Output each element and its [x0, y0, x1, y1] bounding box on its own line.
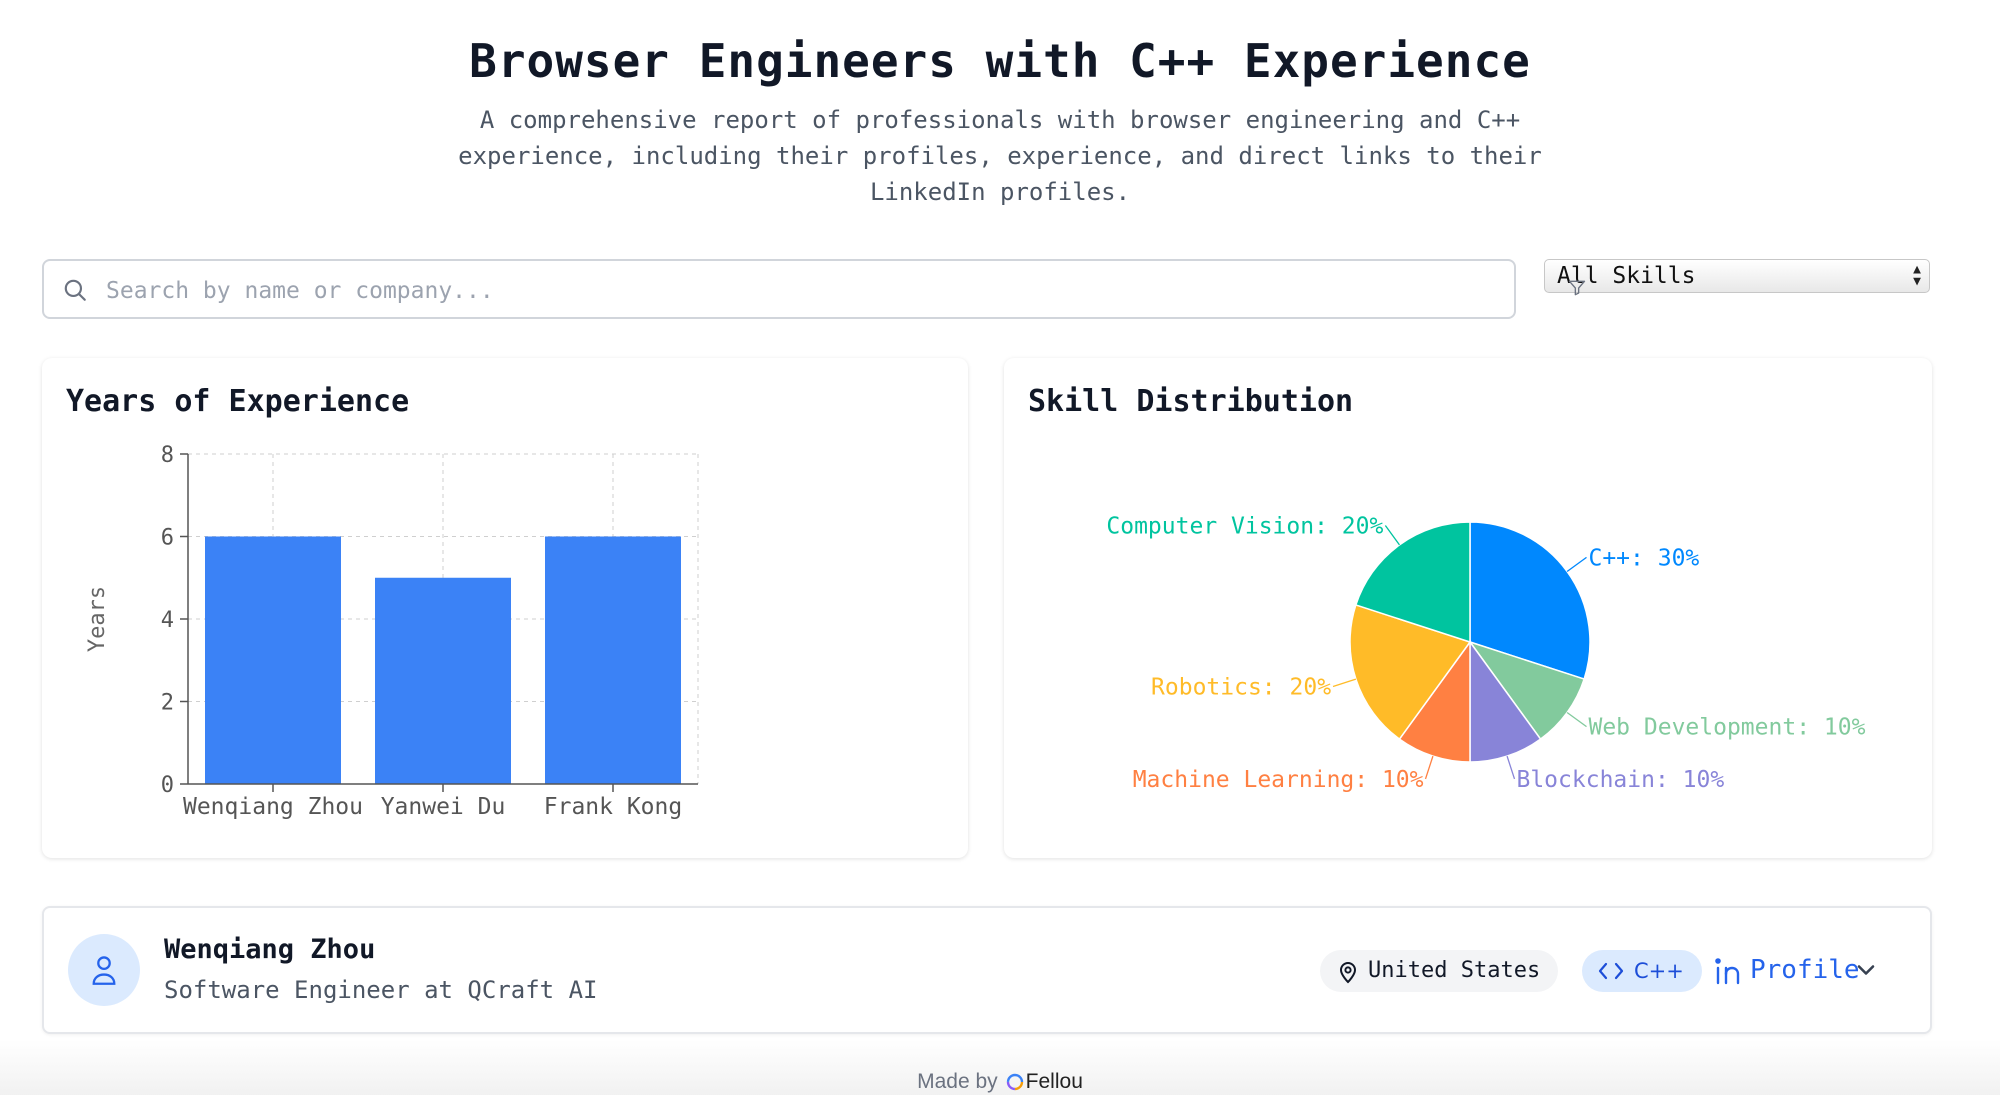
- pie-slice-machine-learning[interactable]: [1398, 639, 1471, 763]
- x-tick-label: Wenqiang Zhou: [183, 794, 363, 820]
- pie-leader-c-: [1566, 556, 1587, 572]
- x-tick-label: Yanwei Du: [381, 794, 506, 820]
- pie-slice-blockchain[interactable]: [1469, 639, 1542, 763]
- person-name: Wenqiang Zhou: [164, 934, 376, 965]
- pie-leader-robotics: [1332, 678, 1357, 688]
- experience-chart-title: Years of Experience: [66, 384, 410, 419]
- pie-slice-c-[interactable]: [1469, 521, 1591, 681]
- page-description: A comprehensive report of professionals …: [458, 106, 1542, 206]
- skill-pie-chart: C++: 30% Web Development: 10% Blockchain: …: [1106, 514, 1865, 793]
- y-tick-label: 8: [161, 443, 174, 468]
- bar-wenqiang-zhou[interactable]: [205, 536, 341, 785]
- linkedin-icon: [1715, 958, 1740, 985]
- fellou-brand: Fellou: [1025, 1070, 1083, 1093]
- y-axis-label: Years: [85, 586, 110, 652]
- pie-slice-web-development[interactable]: [1468, 640, 1586, 741]
- person-role: Software Engineer at QCraft AI: [164, 976, 598, 1004]
- y-tick-label: 4: [161, 608, 174, 633]
- skill-filter-select[interactable]: All Skills ▲ ▼: [1544, 259, 1930, 296]
- user-icon: [92, 956, 116, 985]
- made-by-footer[interactable]: Made by Fellou: [0, 1070, 2000, 1094]
- made-by-label: Made by: [917, 1070, 998, 1093]
- skill-badge: C++: [1582, 950, 1702, 992]
- experience-bar-chart: 0 2 4 6 8 Wenqiang Zhou Yanwei Du Frank Kong Yea…: [85, 443, 699, 820]
- report-header: Browser Engineers with C++ Experience A …: [0, 0, 2000, 210]
- linkedin-profile-link[interactable]: Profile: [1714, 948, 1860, 992]
- pie-label-c-: C++: 30%: [1588, 545, 1699, 571]
- skill-badge-text: C++: [1634, 959, 1684, 983]
- person-card[interactable]: Wenqiang Zhou Software Engineer at QCraf…: [42, 906, 1932, 1034]
- page-title: Browser Engineers with C++ Experience: [469, 34, 1531, 88]
- pie-label-computer-vision: Computer Vision: 20%: [1106, 514, 1383, 540]
- pie-leader-machine-learning: [1424, 755, 1434, 780]
- fellou-logo-icon: [1006, 1073, 1023, 1091]
- location-badge: United States: [1320, 950, 1559, 992]
- bar-yanwei-du[interactable]: [375, 577, 511, 784]
- y-tick-label: 6: [161, 526, 174, 551]
- x-tick-label: Frank Kong: [544, 794, 682, 820]
- skill-chart-title: Skill Distribution: [1028, 384, 1354, 419]
- pie-label-blockchain: Blockchain: 10%: [1516, 767, 1724, 793]
- pie-leader-computer-vision: [1384, 525, 1400, 546]
- y-tick-label: 2: [161, 691, 174, 716]
- skill-chart-card: Skill Distribution C++: 30% Web Developme…: [1004, 358, 1932, 858]
- pie-slice-computer-vision[interactable]: [1354, 521, 1471, 644]
- chevron-down-icon[interactable]: [1852, 956, 1880, 984]
- controls-bar: All Skills ▲▼: [42, 259, 1932, 323]
- pie-label-robotics: Robotics: 20%: [1151, 674, 1331, 700]
- filter-icon: [1568, 280, 1586, 296]
- pie-slice-robotics[interactable]: [1349, 603, 1472, 741]
- pie-label-machine-learning: Machine Learning: 10%: [1133, 767, 1424, 793]
- bar-frank-kong[interactable]: [545, 536, 681, 785]
- pie-leader-web-development: [1566, 712, 1587, 728]
- location-text: United States: [1368, 958, 1541, 983]
- y-tick-label: 0: [161, 773, 174, 798]
- select-arrows-icon: ▲ ▼: [1913, 262, 1921, 289]
- avatar: [68, 934, 140, 1006]
- skill-filter-value: All Skills: [1557, 263, 1696, 289]
- footer-shade: [0, 1040, 2000, 1095]
- profile-link-label: Profile: [1750, 955, 1860, 985]
- experience-chart-card: Years of Experience 0 2 4 6 8 Wenqiang Zhou Ya…: [42, 358, 968, 858]
- map-pin-icon: [1339, 962, 1357, 984]
- pie-label-web-development: Web Development: 10%: [1588, 715, 1865, 741]
- pie-leader-blockchain: [1506, 755, 1516, 780]
- search-input[interactable]: [104, 271, 1488, 311]
- code-icon: [1598, 962, 1624, 980]
- search-box[interactable]: [42, 259, 1516, 319]
- search-icon: [64, 279, 86, 301]
